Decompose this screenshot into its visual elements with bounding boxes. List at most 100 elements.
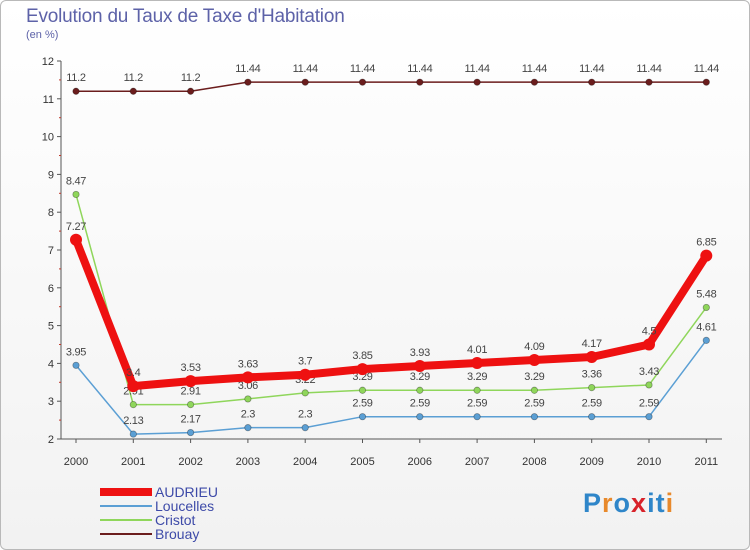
data-label: 3.95 (66, 346, 86, 358)
data-label: 2.59 (410, 398, 430, 410)
data-point (358, 78, 367, 86)
data-label: 3.36 (582, 369, 602, 381)
x-tick-label: 2007 (465, 456, 489, 468)
y-tick-label: 5 (48, 321, 54, 333)
y-tick-label: 11 (43, 94, 54, 106)
data-point (358, 386, 367, 394)
data-label: 11.44 (636, 63, 661, 75)
data-point (413, 360, 426, 373)
data-label: 4.17 (582, 338, 602, 350)
data-label: 3.93 (410, 347, 430, 359)
data-label: 2.3 (241, 409, 256, 421)
data-point (588, 78, 596, 86)
y-tick-label: 2 (48, 434, 54, 446)
data-label: 11.44 (522, 63, 547, 75)
data-point (187, 428, 195, 437)
data-label: 5.48 (696, 288, 716, 300)
data-point (72, 361, 80, 369)
x-tick-label: 2003 (236, 456, 260, 468)
data-label: 2.59 (639, 398, 659, 410)
data-point (187, 401, 195, 409)
data-point (473, 413, 481, 421)
y-tick-label: 9 (48, 169, 54, 181)
series-cristot: 8.472.912.913.063.223.293.293.293.293.36… (66, 175, 717, 409)
data-label: 11.44 (235, 63, 260, 75)
data-point (184, 375, 197, 388)
data-label: 3.4 (126, 367, 141, 379)
x-tick-label: 2008 (522, 456, 546, 468)
data-point (471, 357, 484, 370)
data-label: 3.29 (467, 371, 487, 383)
data-point (70, 233, 82, 246)
data-point (645, 78, 653, 86)
legend-label: AUDRIEU (155, 484, 219, 500)
data-label: 4.61 (696, 321, 716, 333)
y-tick-label: 7 (48, 245, 54, 257)
logo-letter: P (583, 488, 603, 518)
y-tick-label: 3 (48, 396, 54, 408)
data-label: 11.44 (293, 63, 318, 75)
x-tick-label: 2009 (579, 456, 603, 468)
data-point (702, 303, 710, 312)
data-point (244, 395, 252, 403)
series-line (75, 193, 708, 406)
x-tick-label: 2010 (637, 456, 661, 468)
data-label: 11.44 (464, 63, 489, 75)
y-tick-label: 4 (48, 358, 54, 370)
data-label: 3.63 (238, 358, 258, 370)
series-line (75, 339, 708, 435)
data-point (530, 386, 539, 394)
data-point (473, 386, 481, 394)
series-line (75, 81, 708, 92)
data-label: 6.85 (696, 237, 716, 249)
series-brouay: 11.2 11.2 11.2 11.44 11.44 11.44 11.44 11.44 11.… (66, 63, 719, 95)
x-tick-label: 2001 (121, 456, 145, 468)
chart-title: Evolution du Taux de Taxe d'Habitation (26, 6, 345, 27)
data-label: 4.5 (642, 326, 657, 338)
legend-label: Cristot (155, 512, 196, 528)
data-label: 2.17 (180, 414, 200, 426)
data-label: 4.01 (467, 344, 487, 356)
chart-subtitle: (en %) (26, 29, 59, 41)
data-point (528, 353, 541, 366)
data-point (643, 338, 655, 351)
data-label: 4.09 (524, 341, 544, 353)
data-point (416, 413, 424, 421)
data-label: 11.44 (350, 63, 375, 75)
data-point (129, 87, 137, 95)
data-point (301, 389, 309, 397)
data-label: 3.29 (410, 371, 430, 383)
logo-letter: t (655, 488, 666, 518)
data-point (301, 424, 309, 432)
data-point (473, 78, 481, 86)
data-point (301, 78, 309, 86)
data-point (700, 249, 713, 262)
y-tick-label: 8 (48, 207, 54, 219)
legend-swatch (100, 533, 152, 535)
data-label: 11.2 (66, 72, 86, 84)
data-point (129, 430, 137, 438)
logo-letter: i (647, 488, 656, 518)
data-point (72, 190, 80, 199)
data-point (416, 386, 424, 394)
data-label: 3.06 (238, 380, 258, 392)
legend-label: Loucelles (155, 498, 215, 514)
data-point (244, 78, 252, 86)
data-label: 2.13 (123, 415, 143, 427)
data-label: 3.53 (180, 362, 200, 374)
data-label: 2.59 (467, 398, 487, 410)
legend-swatch (100, 505, 152, 507)
data-label: 2.59 (582, 398, 602, 410)
data-point (358, 413, 367, 421)
y-tick-label: 6 (48, 283, 54, 295)
data-label: 3.29 (524, 371, 544, 383)
x-tick-label: 2000 (64, 456, 88, 468)
data-label: 7.27 (66, 221, 86, 233)
data-point (356, 363, 369, 376)
data-point (645, 381, 653, 389)
data-point (702, 78, 710, 86)
data-label: 3.43 (639, 366, 659, 378)
x-tick-label: 2002 (178, 456, 202, 468)
x-tick-label: 2004 (293, 456, 317, 468)
data-point (129, 401, 137, 409)
